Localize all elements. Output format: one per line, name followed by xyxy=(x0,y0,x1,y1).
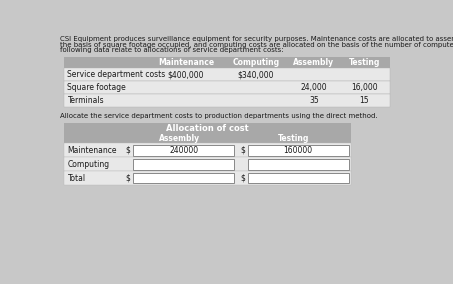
FancyBboxPatch shape xyxy=(64,171,351,185)
Text: Square footage: Square footage xyxy=(67,83,126,92)
Text: 15: 15 xyxy=(360,96,369,105)
FancyBboxPatch shape xyxy=(248,159,349,170)
FancyBboxPatch shape xyxy=(64,68,390,81)
Text: $: $ xyxy=(125,146,130,155)
FancyBboxPatch shape xyxy=(248,145,349,156)
Text: Testing: Testing xyxy=(349,58,380,67)
Text: Assembly: Assembly xyxy=(159,134,200,143)
Text: Allocation of cost: Allocation of cost xyxy=(166,124,249,133)
Text: Allocate the service department costs to production departments using the direct: Allocate the service department costs to… xyxy=(60,113,377,119)
FancyBboxPatch shape xyxy=(64,81,390,94)
Text: Computing: Computing xyxy=(232,58,280,67)
Text: Testing: Testing xyxy=(278,134,310,143)
FancyBboxPatch shape xyxy=(133,159,235,170)
FancyBboxPatch shape xyxy=(64,94,390,107)
FancyBboxPatch shape xyxy=(64,157,351,171)
Text: Assembly: Assembly xyxy=(294,58,334,67)
Text: Total: Total xyxy=(67,174,86,183)
Text: Terminals: Terminals xyxy=(67,96,104,105)
Text: Maintenance: Maintenance xyxy=(158,58,214,67)
Text: 240000: 240000 xyxy=(169,146,198,155)
FancyBboxPatch shape xyxy=(64,143,351,157)
Text: 160000: 160000 xyxy=(284,146,313,155)
FancyBboxPatch shape xyxy=(64,134,351,143)
Text: 35: 35 xyxy=(309,96,319,105)
FancyBboxPatch shape xyxy=(133,145,235,156)
Text: $340,000: $340,000 xyxy=(237,70,274,79)
FancyBboxPatch shape xyxy=(64,124,351,134)
Text: $: $ xyxy=(125,174,130,183)
FancyBboxPatch shape xyxy=(248,173,349,183)
FancyBboxPatch shape xyxy=(133,173,235,183)
Text: $: $ xyxy=(240,174,245,183)
Text: CSI Equipment produces surveillance equipment for security purposes. Maintenance: CSI Equipment produces surveillance equi… xyxy=(60,36,453,42)
Text: Service department costs: Service department costs xyxy=(67,70,166,79)
Text: the basis of square footage occupied, and computing costs are allocated on the b: the basis of square footage occupied, an… xyxy=(60,42,453,48)
Text: 16,000: 16,000 xyxy=(351,83,378,92)
Text: $: $ xyxy=(240,146,245,155)
Text: Computing: Computing xyxy=(67,160,110,169)
FancyBboxPatch shape xyxy=(64,57,390,68)
Text: $400,000: $400,000 xyxy=(168,70,204,79)
Text: 24,000: 24,000 xyxy=(301,83,327,92)
Text: following data relate to allocations of service department costs:: following data relate to allocations of … xyxy=(60,47,283,53)
Text: Maintenance: Maintenance xyxy=(67,146,117,155)
